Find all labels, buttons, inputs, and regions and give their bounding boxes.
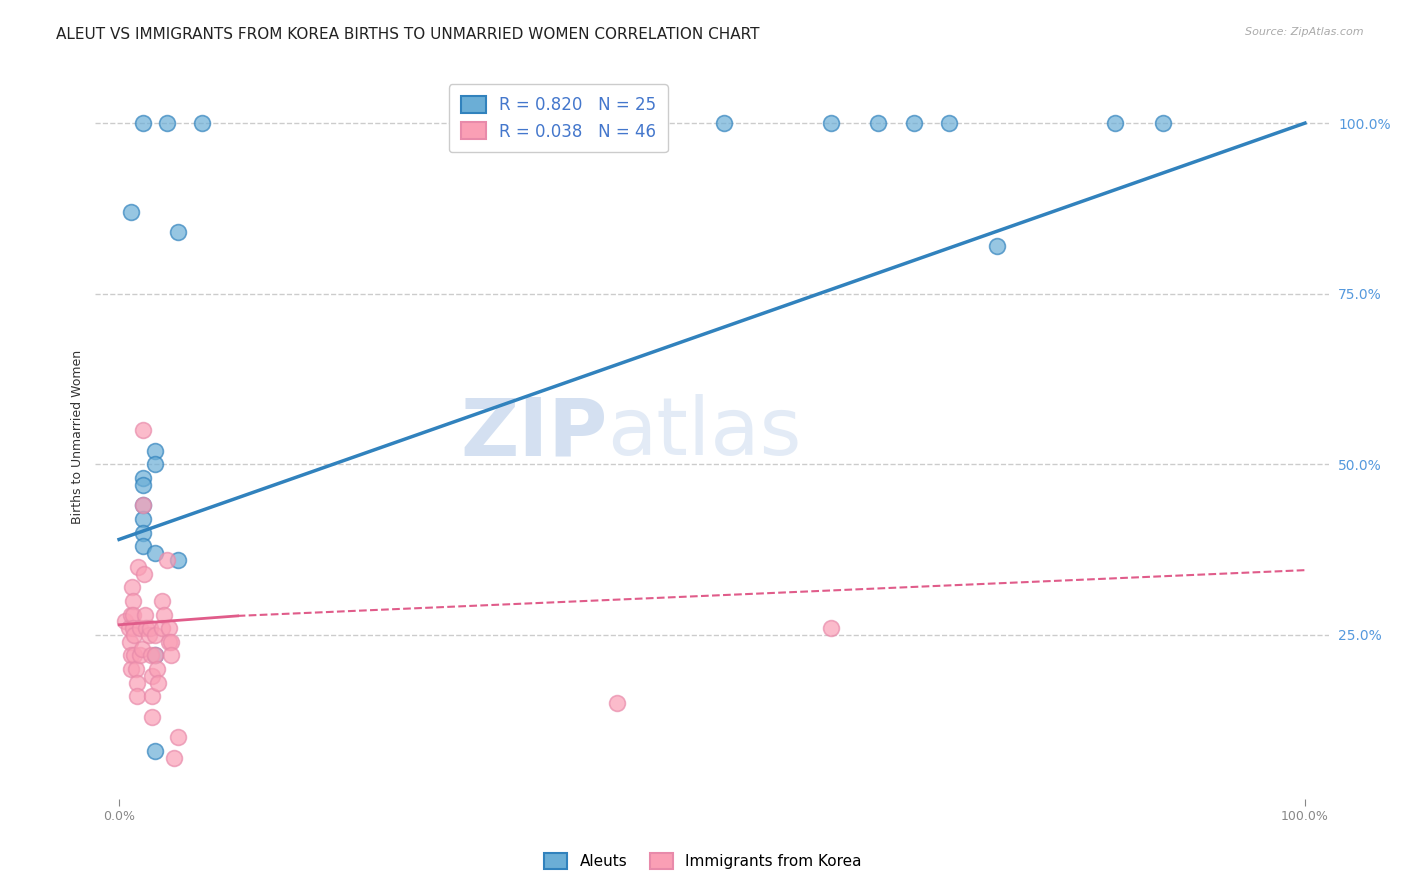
Point — [132, 423, 155, 437]
Text: ZIP: ZIP — [460, 394, 607, 473]
Point — [141, 669, 163, 683]
Point — [138, 628, 160, 642]
Point — [143, 744, 166, 758]
Point — [132, 525, 155, 540]
Point — [120, 607, 142, 622]
Point — [713, 116, 735, 130]
Point — [132, 539, 155, 553]
Point — [124, 648, 146, 663]
Point — [143, 546, 166, 560]
Point — [167, 731, 190, 745]
Point — [143, 628, 166, 642]
Point — [121, 580, 143, 594]
Point — [132, 499, 155, 513]
Text: atlas: atlas — [607, 394, 801, 473]
Point — [866, 116, 889, 130]
Point — [167, 225, 190, 239]
Point — [141, 710, 163, 724]
Point — [139, 621, 162, 635]
Point — [148, 675, 170, 690]
Point — [132, 499, 155, 513]
Point — [160, 648, 183, 663]
Point — [122, 594, 145, 608]
Point — [155, 116, 177, 130]
Point — [155, 553, 177, 567]
Point — [157, 635, 180, 649]
Point — [134, 607, 156, 622]
Point — [160, 635, 183, 649]
Point — [125, 690, 148, 704]
Point — [118, 635, 141, 649]
Point — [132, 471, 155, 485]
Point — [162, 751, 184, 765]
Point — [122, 607, 145, 622]
Point — [139, 648, 162, 663]
Point — [131, 641, 153, 656]
Point — [120, 204, 142, 219]
Point — [903, 116, 925, 130]
Point — [132, 512, 155, 526]
Point — [120, 662, 142, 676]
Point — [191, 116, 214, 130]
Point — [146, 662, 169, 676]
Point — [124, 628, 146, 642]
Point — [1104, 116, 1126, 130]
Point — [120, 648, 142, 663]
Point — [114, 615, 136, 629]
Point — [986, 239, 1008, 253]
Legend: Aleuts, Immigrants from Korea: Aleuts, Immigrants from Korea — [538, 847, 868, 875]
Text: ALEUT VS IMMIGRANTS FROM KOREA BIRTHS TO UNMARRIED WOMEN CORRELATION CHART: ALEUT VS IMMIGRANTS FROM KOREA BIRTHS TO… — [56, 27, 759, 42]
Point — [124, 662, 146, 676]
Point — [150, 621, 173, 635]
Point — [117, 621, 139, 635]
Point — [606, 696, 628, 710]
Point — [153, 607, 176, 622]
Point — [129, 621, 152, 635]
Point — [141, 690, 163, 704]
Point — [125, 675, 148, 690]
Point — [167, 553, 190, 567]
Point — [143, 443, 166, 458]
Legend: R = 0.820   N = 25, R = 0.038   N = 46: R = 0.820 N = 25, R = 0.038 N = 46 — [449, 84, 668, 153]
Point — [820, 621, 842, 635]
Point — [132, 478, 155, 492]
Point — [820, 116, 842, 130]
Y-axis label: Births to Unmarried Women: Births to Unmarried Women — [72, 350, 84, 524]
Point — [143, 458, 166, 472]
Point — [143, 648, 166, 663]
Point — [150, 594, 173, 608]
Point — [157, 621, 180, 635]
Point — [122, 621, 145, 635]
Point — [135, 621, 157, 635]
Text: Source: ZipAtlas.com: Source: ZipAtlas.com — [1246, 27, 1364, 37]
Point — [132, 116, 155, 130]
Point — [129, 648, 152, 663]
Point — [127, 559, 149, 574]
Point — [143, 648, 166, 663]
Point — [1152, 116, 1174, 130]
Point — [938, 116, 960, 130]
Point — [132, 566, 155, 581]
